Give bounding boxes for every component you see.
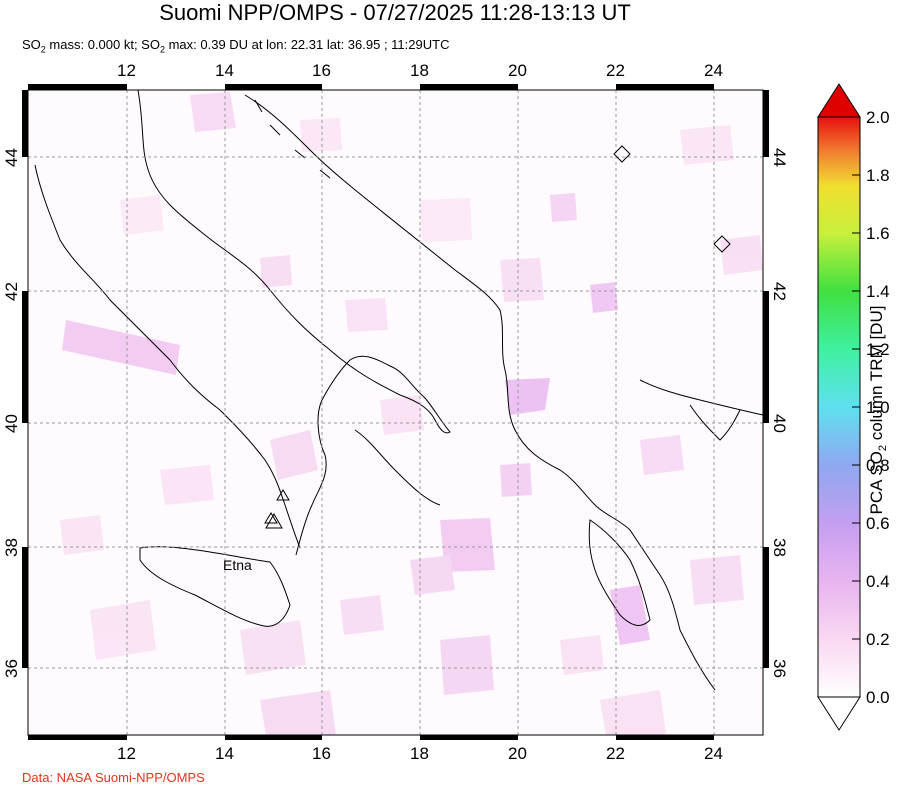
volcano-markers — [264, 145, 731, 529]
coastlines — [34, 90, 763, 691]
diamond-marker-icon-2 — [713, 235, 731, 253]
lat-label-left-40: 40 — [1, 414, 21, 433]
lat-label-left-42: 42 — [1, 282, 21, 301]
colorbar-label-1.6: 1.6 — [866, 224, 890, 243]
lat-label-right-44: 44 — [769, 148, 789, 167]
lat-label-right-38: 38 — [769, 538, 789, 557]
italy-tyrrhenian-coast — [34, 164, 301, 549]
lon-label-bottom-24: 24 — [704, 744, 723, 763]
lat-label-right-40: 40 — [769, 414, 789, 433]
stromboli-volcano-icon — [276, 489, 290, 501]
colorbar-label-1.0: 1.0 — [866, 398, 890, 417]
balkan-coast — [244, 94, 716, 691]
colorbar-label-0.8: 0.8 — [866, 456, 890, 475]
lon-label-bottom-12: 12 — [117, 744, 136, 763]
colorbar-label-0.2: 0.2 — [866, 630, 890, 649]
colorbar-label-0.6: 0.6 — [866, 514, 890, 533]
lat-label-right-42: 42 — [769, 282, 789, 301]
vulcano-volcano-icon — [264, 512, 278, 524]
map-title: Suomi NPP/OMPS - 07/27/2025 11:28-13:13 … — [159, 0, 631, 25]
diamond-marker-icon — [613, 145, 631, 163]
lon-label-top-12: 12 — [117, 61, 136, 80]
lon-label-bottom-14: 14 — [215, 744, 234, 763]
lon-label-bottom-22: 22 — [606, 744, 625, 763]
lon-label-top-16: 16 — [312, 61, 331, 80]
lon-label-bottom-16: 16 — [312, 744, 331, 763]
italy-adriatic-coast — [137, 90, 451, 556]
lon-label-top-22: 22 — [606, 61, 625, 80]
lon-label-top-14: 14 — [215, 61, 234, 80]
lon-label-bottom-18: 18 — [410, 744, 429, 763]
map-subtitle: SO2 mass: 0.000 kt; SO2 max: 0.39 DU at … — [22, 37, 450, 55]
colorbar-label-0.4: 0.4 — [866, 572, 890, 591]
lat-label-left-38: 38 — [1, 538, 21, 557]
sicily-coast — [139, 546, 291, 627]
colorbar-max-arrow — [817, 83, 861, 118]
colorbar-ticks — [852, 116, 860, 698]
chalkidiki-coast — [689, 404, 741, 441]
peloponnese-coast — [588, 519, 651, 626]
lon-label-bottom-20: 20 — [508, 744, 527, 763]
graticule — [28, 90, 763, 735]
etna-volcano-icon — [265, 512, 283, 529]
italy-heel-coast — [354, 429, 441, 506]
lat-label-left-36: 36 — [1, 659, 21, 678]
adriatic-islands — [254, 99, 331, 179]
colorbar-label-1.4: 1.4 — [866, 282, 890, 301]
colorbar — [817, 83, 861, 731]
colorbar-min-arrow — [817, 696, 861, 731]
colorbar-label-1.8: 1.8 — [866, 166, 890, 185]
lon-label-top-20: 20 — [508, 61, 527, 80]
aegean-coast — [639, 379, 763, 416]
lon-label-top-18: 18 — [410, 61, 429, 80]
etna-label: Etna — [223, 557, 252, 573]
lat-label-left-44: 44 — [1, 148, 21, 167]
colorbar-label-0.0: 0.0 — [866, 688, 890, 707]
data-credit: Data: NASA Suomi-NPP/OMPS — [22, 770, 205, 785]
frame-ticks — [22, 84, 769, 740]
colorbar-label-2.0: 2.0 — [866, 108, 890, 127]
lat-label-right-36: 36 — [769, 659, 789, 678]
colorbar-label-1.2: 1.2 — [866, 340, 890, 359]
lon-label-top-24: 24 — [704, 61, 723, 80]
colorbar-title: PCA SO2 column TRM [DU] — [866, 305, 890, 515]
